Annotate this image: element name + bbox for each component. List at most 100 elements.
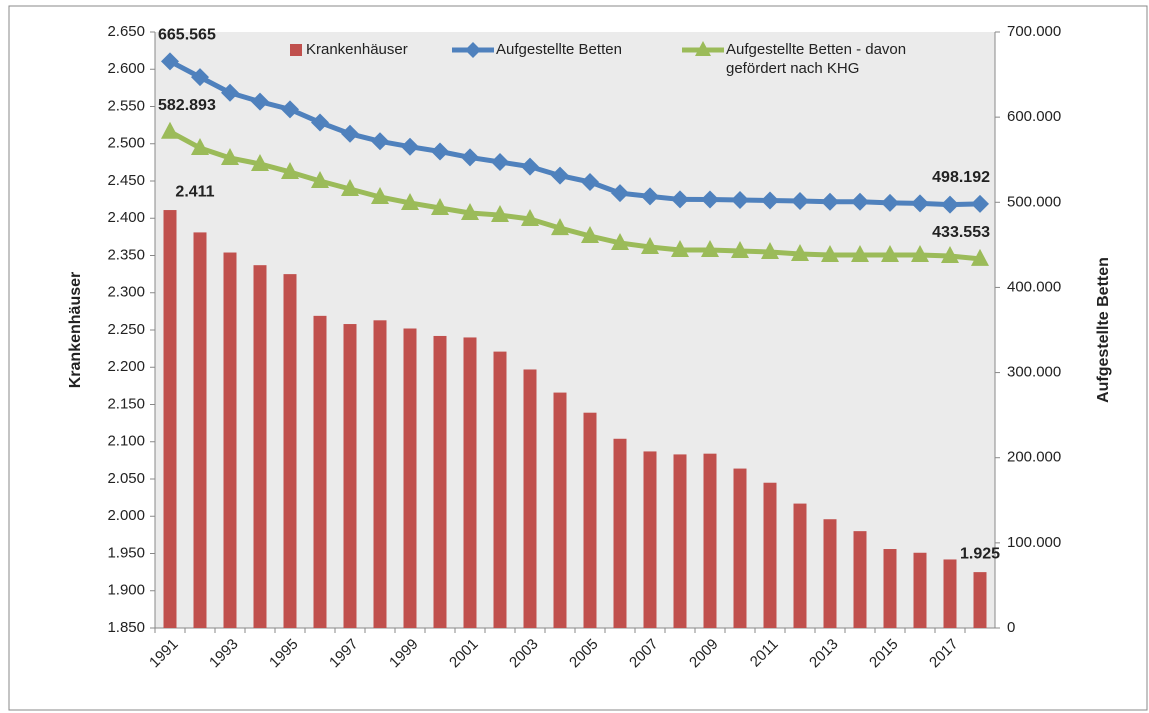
marker <box>251 153 269 171</box>
marker <box>581 226 599 244</box>
x-tick-label: 2001 <box>446 636 482 672</box>
bar <box>523 369 537 628</box>
data-label: 1.925 <box>960 545 1000 562</box>
legend-label: Aufgestellte Betten - davon gefördert na… <box>726 41 907 77</box>
marker <box>641 187 659 206</box>
y-tick-label: 2.650 <box>107 23 145 40</box>
marker <box>191 68 209 87</box>
bar <box>403 328 417 628</box>
x-tick-label: 2011 <box>747 636 782 671</box>
bar <box>673 454 687 628</box>
line <box>168 59 981 208</box>
legend-marker <box>695 41 711 56</box>
y-tick-label: 1.850 <box>107 619 145 636</box>
marker <box>671 239 689 257</box>
y-tick-label: 2.300 <box>107 284 145 301</box>
marker <box>161 52 179 71</box>
x-tick-label: 1993 <box>206 636 242 672</box>
x-tick-label: 2009 <box>686 636 722 672</box>
bar <box>313 315 327 628</box>
x-tick-label: 2013 <box>806 636 842 672</box>
marker <box>311 171 329 188</box>
y2-axis-label: Aufgestellte Betten <box>1095 257 1112 403</box>
bar <box>613 438 627 628</box>
marker <box>551 218 569 236</box>
x-tick-label: 1991 <box>146 636 182 672</box>
marker <box>551 166 569 185</box>
marker <box>851 244 869 262</box>
y2-tick-label: 0 <box>1007 619 1015 636</box>
bar <box>913 552 927 628</box>
frame <box>8 5 1148 711</box>
x-tick-label: 1995 <box>266 636 302 672</box>
marker <box>251 92 269 111</box>
x-tick-label: 2003 <box>506 636 542 672</box>
data-label: 665.565 <box>158 27 216 44</box>
y-tick-label: 2.450 <box>107 172 145 189</box>
bar <box>703 453 717 628</box>
marker <box>761 242 779 260</box>
y-tick-label: 2.400 <box>107 209 145 226</box>
y-tick-label: 2.550 <box>107 97 145 114</box>
marker <box>221 148 239 166</box>
marker <box>311 113 329 132</box>
marker <box>431 142 449 161</box>
marker <box>521 157 539 176</box>
y-tick-label: 2.500 <box>107 135 145 152</box>
data-label: 433.553 <box>932 224 990 241</box>
legend-label: Krankenhäuser <box>306 41 408 58</box>
marker <box>401 137 419 156</box>
marker <box>821 244 839 262</box>
bar <box>163 210 177 628</box>
y-tick-label: 1.950 <box>107 544 145 561</box>
bar <box>823 519 837 628</box>
bar <box>253 265 267 628</box>
bar <box>733 468 747 628</box>
marker <box>791 243 809 261</box>
legend-label: Aufgestellte Betten <box>496 41 622 58</box>
marker <box>911 244 929 262</box>
marker <box>461 203 479 221</box>
bar <box>373 320 387 628</box>
bar <box>433 335 447 628</box>
bar <box>853 531 867 628</box>
marker <box>431 197 449 215</box>
bar <box>493 351 507 628</box>
bar <box>463 337 477 628</box>
marker <box>671 190 689 209</box>
y2-tick-label: 100.000 <box>1007 534 1061 551</box>
x-tick-label: 2005 <box>566 636 602 672</box>
legend-swatch <box>290 44 302 56</box>
legend-entry: Krankenhäuser <box>306 41 408 58</box>
marker <box>341 124 359 143</box>
bar <box>973 572 987 628</box>
marker <box>731 190 749 209</box>
y-tick-label: 2.250 <box>107 321 145 338</box>
marker <box>701 190 719 209</box>
y2-tick-label: 400.000 <box>1007 278 1061 295</box>
marker <box>371 132 389 151</box>
y-tick-label: 2.100 <box>107 433 145 450</box>
bar <box>283 274 297 628</box>
y2-tick-label: 300.000 <box>1007 364 1061 381</box>
legend-entry: Aufgestellte Betten <box>496 41 622 58</box>
plot-area <box>155 32 995 628</box>
data-label: 582.893 <box>158 97 216 114</box>
bar <box>343 324 357 628</box>
marker <box>221 83 239 102</box>
bar <box>223 252 237 628</box>
bar <box>943 559 957 628</box>
x-tick-label: 2017 <box>926 636 962 672</box>
marker <box>731 240 749 258</box>
marker <box>941 246 959 264</box>
y-axis-label: Krankenhäuser <box>67 272 84 389</box>
bar <box>193 232 207 628</box>
y-tick-label: 2.200 <box>107 358 145 375</box>
marker <box>941 195 959 214</box>
marker <box>641 236 659 254</box>
data-label: 2.411 <box>175 183 214 200</box>
marker <box>791 192 809 211</box>
marker <box>341 179 359 197</box>
y-tick-label: 2.050 <box>107 470 145 487</box>
